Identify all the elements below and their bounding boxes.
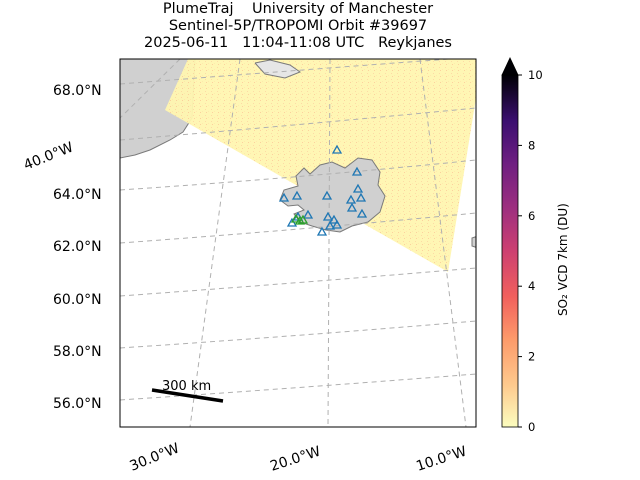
title-line-1: PlumeTraj University of Manchester [162,1,434,17]
lat-label-56: 56.0°N [53,396,102,412]
source-marker [297,214,309,224]
volcano-marker [316,226,328,236]
colorbar-extend-arrow [501,57,519,76]
source-markers [290,213,309,225]
volcano-marker [346,202,358,212]
volcano-marker [302,209,314,219]
colorbar-label: SO₂ VCD 7km (DU) [556,203,570,316]
colorbar-tick-label: 2 [528,350,535,364]
map-frame [119,58,477,428]
map-area: 300 km [120,59,476,427]
volcano-marker [321,190,333,200]
source-marker [294,215,306,225]
volcano-marker [351,166,363,176]
colorbar-tick-label: 8 [528,138,535,152]
title-line-2: Sentinel-5P/TROPOMI Orbit #39697 [168,18,428,34]
colorbar-gradient [501,74,519,428]
lat-label-62: 62.0°N [53,239,102,255]
volcano-marker [356,208,368,218]
lat-label-64: 64.0°N [53,187,102,203]
lon-label-20w: 20.0°W [268,443,323,474]
greenland-land-small [471,236,476,248]
volcano-marker [331,144,343,154]
lat-label-60: 60.0°N [53,292,102,308]
volcano-marker [331,219,343,229]
colorbar-tick-label: 10 [528,68,543,82]
colorbar-tick-label: 6 [528,209,535,223]
lon-label-10w: 10.0°W [414,443,469,474]
volcano-marker [345,194,357,204]
graticule [120,59,476,427]
volcano-marker [328,214,340,224]
colorbar-tick-label: 4 [528,279,535,293]
volcano-markers [278,144,368,236]
colorbar-tick-label: 0 [528,420,535,434]
volcano-marker [291,190,303,200]
title-line-3: 2025-06-11 11:04-11:08 UTC Reykjanes [144,35,452,51]
volcano-marker [278,192,290,202]
svalbard-coast [254,59,302,79]
lon-label-40w: 40.0°W [22,139,76,173]
lat-label-58: 58.0°N [53,344,102,360]
colorbar: 0 2 4 6 8 10 SO₂ VCD 7km (DU) [501,57,570,434]
scale-bar-label: 300 km [162,379,211,394]
lat-label-68: 68.0°N [53,83,102,99]
source-marker [290,213,302,223]
volcano-marker [322,211,334,221]
scale-bar [151,388,224,403]
volcano-marker [324,220,336,230]
volcano-marker [352,183,364,193]
lon-label-30w: 30.0°W [128,440,182,474]
volcano-marker [355,192,367,202]
